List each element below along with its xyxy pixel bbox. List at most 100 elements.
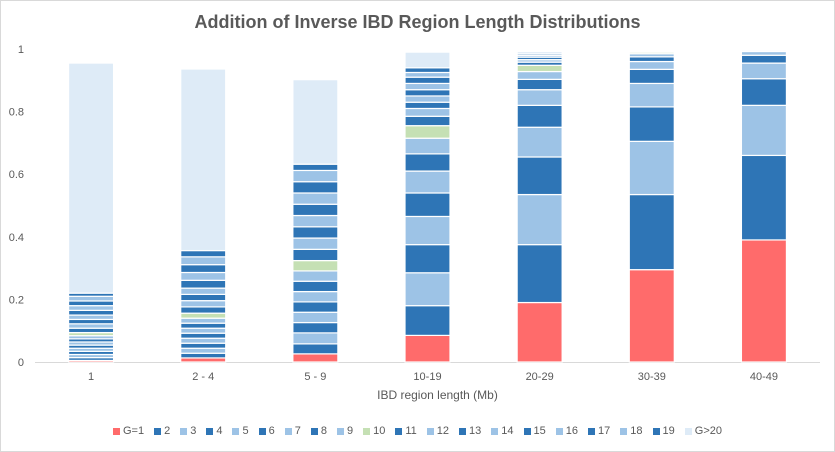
bar-segment	[404, 76, 451, 85]
bar-segment	[292, 301, 339, 313]
bar-segment	[628, 82, 675, 108]
x-tick-label: 40-49	[750, 371, 778, 383]
bar-segment	[740, 62, 788, 80]
bar-segment	[180, 249, 227, 258]
bar-segment	[404, 89, 451, 97]
bar-segment	[180, 327, 227, 334]
bar-segment	[404, 305, 451, 336]
bar-segment	[180, 68, 227, 252]
legend-swatch	[684, 427, 692, 435]
legend-label: 6	[268, 425, 275, 437]
legend-item: 16	[555, 425, 579, 437]
x-tick-label: 20-29	[526, 371, 554, 383]
bar-segment	[67, 295, 115, 302]
legend-swatch	[154, 427, 162, 435]
bar-segment	[516, 126, 563, 158]
bar-segment	[180, 287, 227, 295]
bar-segment	[404, 192, 451, 218]
bar-segment	[404, 67, 451, 74]
y-tick-label: 0.4	[9, 232, 24, 244]
legend-item: 19	[652, 425, 675, 437]
x-tick-label: 1	[88, 371, 94, 383]
legend-swatch	[258, 427, 266, 435]
bar-segment	[67, 309, 115, 316]
bar-segment	[740, 154, 788, 241]
bar-segment	[180, 312, 227, 319]
bar-segment	[740, 239, 788, 363]
legend-swatch	[523, 427, 531, 435]
bar-segment	[292, 270, 339, 282]
bar-segment	[292, 163, 339, 172]
bar-segment	[180, 293, 227, 302]
bar-segment	[628, 106, 675, 142]
bar-segment	[516, 51, 563, 55]
bar-segment	[516, 70, 563, 80]
legend-swatch	[310, 427, 318, 435]
legend-label: 16	[565, 425, 579, 437]
bar-segment	[404, 215, 451, 246]
bar-segment	[740, 104, 788, 157]
legend-swatch	[652, 427, 660, 435]
y-tick-label: 1	[18, 44, 24, 56]
bar-segment	[516, 78, 563, 91]
legend-item: 11	[395, 425, 417, 437]
y-tick-label: 0	[18, 357, 24, 369]
bar-segment	[292, 248, 339, 262]
chart-legend: G=1 2 3 4 5 6 7 8 9 10 11 12 13 14 15 16 17 18 19 G>20	[0, 425, 835, 437]
legend-label: 8	[320, 425, 327, 437]
legend-item: 4	[206, 425, 222, 437]
bar-segment	[292, 311, 339, 324]
legend-item: 14	[491, 425, 514, 437]
legend-label: G>20	[694, 425, 722, 437]
legend-item: 13	[459, 425, 481, 437]
bar-segment	[404, 71, 451, 78]
bar-segment	[180, 357, 227, 363]
bar-segment	[292, 79, 339, 165]
legend-swatch	[206, 427, 214, 435]
legend-item: 17	[588, 425, 610, 437]
bar-segment	[67, 327, 115, 334]
legend-item: 5	[232, 425, 249, 437]
x-tick-label: 2 - 4	[192, 371, 214, 383]
bar-segment	[67, 318, 115, 325]
bar-segment	[292, 280, 339, 293]
bar-segment	[67, 323, 115, 329]
bar-segment	[180, 300, 227, 308]
legend-swatch	[395, 427, 403, 435]
bar-segment	[180, 342, 227, 349]
bar-segment	[516, 104, 563, 128]
bar-segment	[516, 64, 563, 73]
bar-segment	[292, 214, 339, 228]
bar-segment	[180, 347, 227, 354]
legend-swatch	[491, 427, 499, 435]
legend-label: 4	[216, 425, 223, 437]
bar-segment	[628, 56, 675, 63]
legend-item: G=1	[113, 425, 144, 437]
bar-segment	[292, 321, 339, 334]
legend-swatch	[588, 427, 596, 435]
bar-segment	[292, 259, 339, 272]
legend-item: 9	[336, 425, 353, 437]
legend-label: 2	[164, 425, 171, 437]
bar-segment	[516, 193, 563, 246]
bar-segment	[628, 60, 675, 70]
legend-item: 6	[258, 425, 275, 437]
legend-swatch	[459, 427, 467, 435]
bar-segment	[67, 314, 115, 321]
bar-segment	[292, 353, 339, 363]
bar-segment	[404, 272, 451, 307]
bar-segment	[628, 193, 675, 271]
bar-segment	[404, 51, 451, 69]
x-tick-label: 5 - 9	[304, 371, 326, 383]
bar-segment	[180, 279, 227, 289]
legend-label: 3	[190, 425, 197, 437]
bar-segment	[404, 115, 451, 127]
bar-segment	[292, 203, 339, 217]
bar-segment	[628, 269, 675, 363]
bar-segment	[292, 290, 339, 303]
bar-segment	[180, 271, 227, 281]
bar-segment	[292, 237, 339, 250]
y-tick-label: 0.2	[9, 294, 24, 306]
bar-segment	[180, 256, 227, 266]
